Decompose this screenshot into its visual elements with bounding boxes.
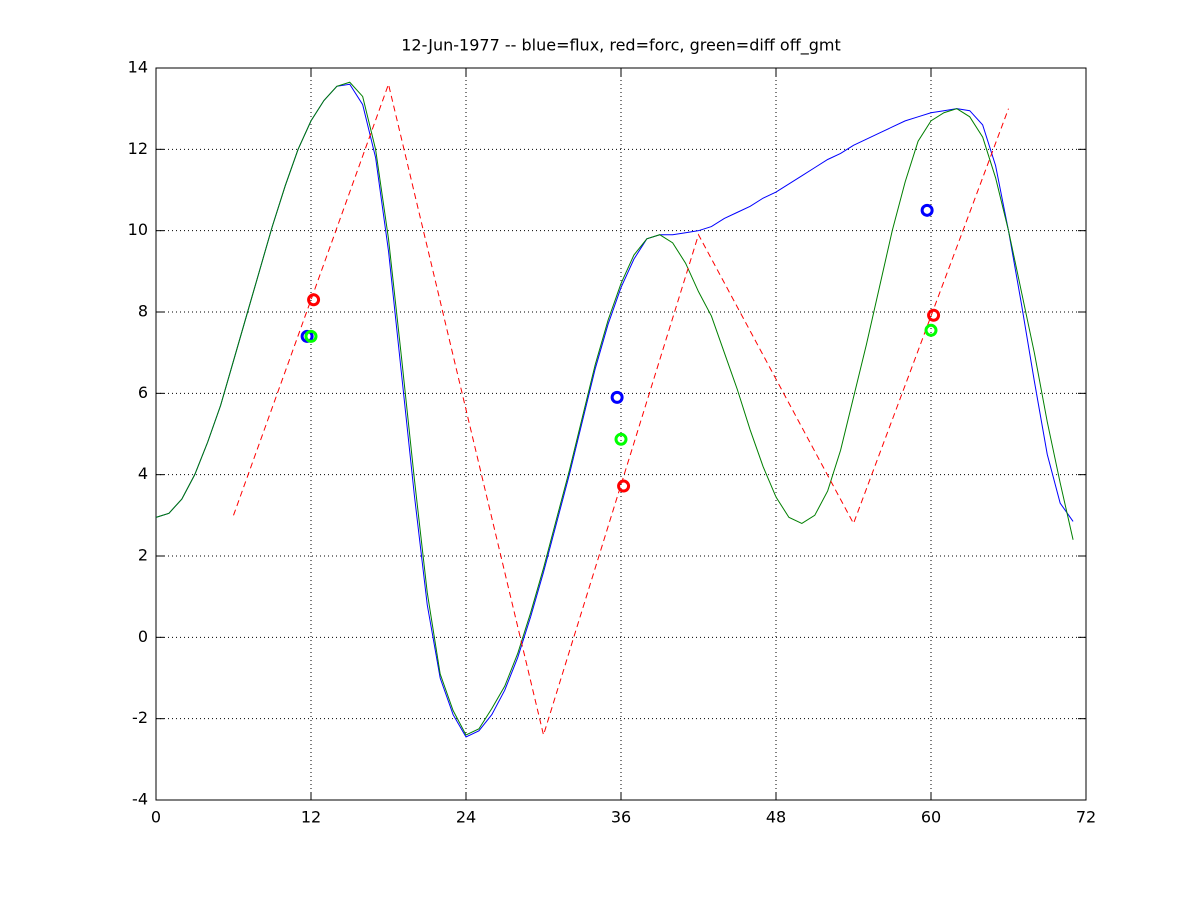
x-tick-label: 0	[151, 808, 161, 827]
x-tick-label: 24	[456, 808, 476, 827]
y-tick-label: -4	[132, 790, 148, 809]
x-tick-label: 60	[921, 808, 941, 827]
y-tick-label: 14	[128, 58, 148, 77]
line	[155, 81, 1074, 736]
y-tick-label: 12	[128, 139, 148, 158]
marker	[617, 479, 631, 493]
y-tick-label: 2	[138, 546, 148, 565]
marker	[304, 329, 318, 343]
marker	[927, 308, 941, 322]
plot-frame	[155, 67, 1087, 801]
marker	[614, 432, 628, 446]
marker	[307, 293, 321, 307]
x-tick-label: 48	[766, 808, 786, 827]
x-tick-label: 36	[611, 808, 631, 827]
y-tick-label: 4	[138, 464, 148, 483]
x-tick-label: 12	[301, 808, 321, 827]
chart-title: 12-Jun-1977 -- blue=flux, red=forc, gree…	[401, 36, 841, 56]
line	[233, 82, 1009, 737]
y-tick-label: 10	[128, 220, 148, 239]
y-tick-label: 6	[138, 383, 148, 402]
y-tick-label: 0	[138, 627, 148, 646]
y-tick-label: -2	[132, 708, 148, 727]
marker	[920, 203, 934, 217]
y-tick-label: 8	[138, 302, 148, 321]
marker	[924, 323, 938, 337]
marker	[610, 390, 624, 404]
x-tick-label: 72	[1076, 808, 1096, 827]
